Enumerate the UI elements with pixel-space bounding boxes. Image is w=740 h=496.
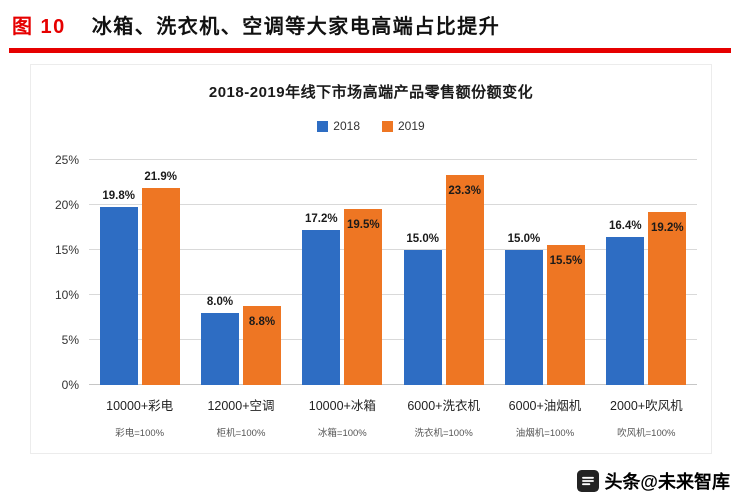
bar-group: 15.0% 23.3% <box>393 160 494 385</box>
plot: 19.8% 21.9% 8.0% 8.8% 17.2% 19.5% 15.0% 23.3% 15… <box>89 159 697 385</box>
bar-2019: 23.3% <box>445 175 484 385</box>
chart-title: 2018-2019年线下市场高端产品零售额份额变化 <box>208 84 534 101</box>
x-category-label: 2000+吹风机 <box>610 399 683 413</box>
legend-item-2019: 2019 <box>382 119 425 133</box>
gridline <box>89 249 697 250</box>
gridline <box>89 384 697 385</box>
x-category-note: 油烟机=100% <box>515 428 575 439</box>
bar-value-label: 17.2% <box>305 213 338 225</box>
x-category-label: 10000+冰箱 <box>308 399 376 413</box>
y-axis-tick-label: 0% <box>61 378 79 392</box>
bar-value-label: 8.0% <box>206 296 234 308</box>
x-category-cell: 10000+彩电 彩电=100% <box>89 395 190 439</box>
bar-group: 8.0% 8.8% <box>190 160 291 385</box>
y-axis-tick-label: 15% <box>54 243 79 257</box>
bar-2018: 8.0% <box>200 296 239 385</box>
legend-label-2018: 2018 <box>333 119 360 133</box>
y-axis-tick-label: 25% <box>54 153 79 167</box>
x-category-cell: 6000+洗衣机 洗衣机=100% <box>393 395 494 439</box>
legend-item-2018: 2018 <box>317 119 360 133</box>
bar-2019: 21.9% <box>141 171 180 385</box>
bar-2018: 19.8% <box>99 190 138 385</box>
plot-area: 0% 5% 10% 15% 20% 25% 19.8% 21.9% 8.0% 8.8% 17.2%… <box>31 153 711 392</box>
x-axis-spacer <box>31 395 89 439</box>
x-category-note: 柜机=100% <box>216 428 266 439</box>
bar-group: 15.0% 15.5% <box>494 160 595 385</box>
bar-2019: 15.5% <box>546 245 585 385</box>
bar-2018: 17.2% <box>302 213 341 385</box>
chart-legend: 2018 2019 <box>31 119 711 133</box>
legend-swatch-2018-icon <box>317 120 329 132</box>
bar-value-label: 23.3% <box>448 185 481 197</box>
x-category-cell: 10000+冰箱 冰箱=100% <box>292 395 393 439</box>
x-category-note: 冰箱=100% <box>317 428 367 439</box>
bar-2018: 15.0% <box>403 233 442 385</box>
legend-label-2019: 2019 <box>398 119 425 133</box>
bar-value-label: 21.9% <box>144 171 177 183</box>
bar-2019: 8.8% <box>242 306 281 385</box>
toutiao-logo-icon <box>577 470 600 492</box>
x-category-label: 6000+洗衣机 <box>407 399 480 413</box>
watermark-text: 头条@未来智库 <box>604 472 730 492</box>
bar-value-label: 19.8% <box>102 190 135 202</box>
x-category-label: 10000+彩电 <box>106 399 174 413</box>
y-axis-tick-label: 5% <box>61 333 79 347</box>
bar-value-label: 8.8% <box>248 316 276 328</box>
bar-2018: 15.0% <box>504 233 543 385</box>
x-category-note: 彩电=100% <box>115 428 165 439</box>
watermark: 头条@未来智库 <box>577 468 730 494</box>
gridline <box>89 339 697 340</box>
legend-swatch-2019-icon <box>382 120 393 132</box>
x-category-cell: 12000+空调 柜机=100% <box>190 395 291 439</box>
bar-value-label: 15.0% <box>507 233 541 245</box>
bar-value-label: 15.5% <box>549 255 583 267</box>
bar-2019: 19.5% <box>344 209 383 385</box>
bar-value-label: 19.5% <box>347 219 380 231</box>
bars-row: 19.8% 21.9% 8.0% 8.8% 17.2% 19.5% 15.0% 23.3% 15… <box>89 160 697 385</box>
x-category-cell: 6000+油烟机 油烟机=100% <box>494 395 595 439</box>
bar-group: 16.4% 19.2% <box>596 160 697 385</box>
bar-value-label: 19.2% <box>650 222 684 234</box>
chart-card: 2018-2019年线下市场高端产品零售额份额变化 2018 2019 0% 5%… <box>30 64 712 454</box>
x-category-note: 洗衣机=100% <box>414 428 473 439</box>
bar-2018: 16.4% <box>606 220 645 385</box>
x-axis-labels: 10000+彩电 彩电=100% 12000+空调 柜机=100% 10000+冰箱 冰箱… <box>31 395 711 439</box>
figure-number: 图 10 <box>12 16 66 38</box>
y-axis-tick-label: 10% <box>54 288 79 302</box>
bar-value-label: 15.0% <box>406 233 439 245</box>
bar-value-label: 16.4% <box>608 220 642 232</box>
bar-group: 19.8% 21.9% <box>89 160 190 385</box>
y-axis: 0% 5% 10% 15% 20% 25% <box>31 153 89 392</box>
gridline <box>89 204 697 205</box>
figure-title: 冰箱、洗衣机、空调等大家电高端占比提升 <box>91 16 501 38</box>
x-category-cell: 2000+吹风机 吹风机=100% <box>596 395 697 439</box>
y-axis-tick-label: 20% <box>54 198 79 212</box>
gridline <box>89 294 697 295</box>
bar-2019: 19.2% <box>648 212 687 385</box>
x-category-label: 6000+油烟机 <box>508 399 582 413</box>
gridline <box>89 159 697 160</box>
bar-group: 17.2% 19.5% <box>292 160 393 385</box>
red-divider <box>9 48 731 53</box>
x-category-note: 吹风机=100% <box>617 428 676 439</box>
figure-caption: 图 10 冰箱、洗衣机、空调等大家电高端占比提升 <box>0 0 740 39</box>
x-category-label: 12000+空调 <box>207 399 275 413</box>
